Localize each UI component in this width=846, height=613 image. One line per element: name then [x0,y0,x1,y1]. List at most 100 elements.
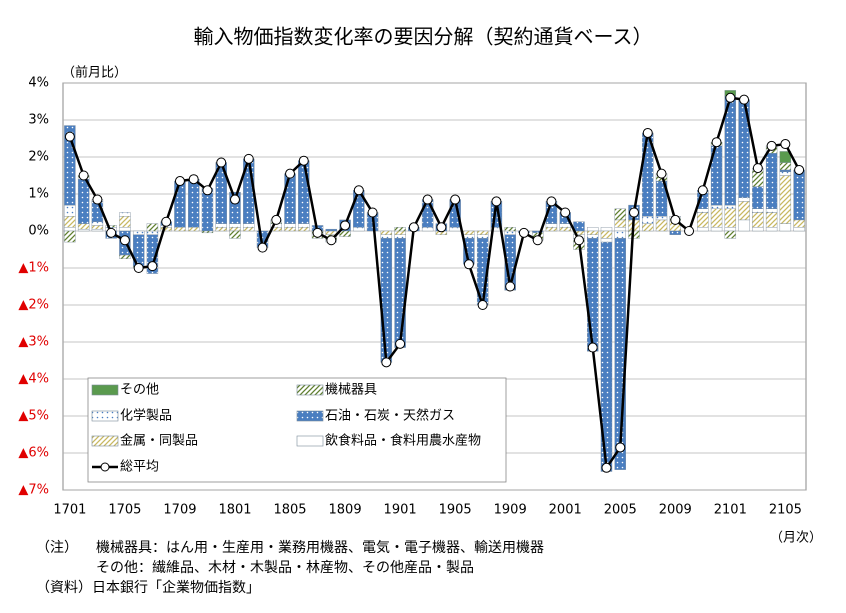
bar-segment [600,238,613,243]
bar-segment [476,234,489,239]
note: （資料）日本銀行「企業物価指数」 [36,579,260,596]
bar-segment [710,208,723,228]
bar-segment [655,219,668,232]
x-tick-label: 1705 [108,503,141,518]
legend-label: 機械器具 [325,383,377,398]
bar-segment [697,208,709,213]
x-tick-label: 1909 [494,503,527,518]
bar-segment [174,180,186,228]
x-tick-label: 1709 [163,503,196,518]
x-tick-label: 1905 [439,503,472,518]
total-marker [340,220,351,231]
total-marker [601,462,612,473]
bar-segment [765,208,778,213]
bar-segment [642,223,654,232]
x-tick-label: 2009 [659,503,692,518]
total-marker [133,263,144,273]
bar-segment [380,238,393,363]
bar-segment [752,212,764,228]
bar-segment [229,230,241,239]
total-marker [188,174,199,185]
bar-segment [779,223,792,232]
total-marker [546,196,557,207]
bar-segment [380,230,393,235]
total-marker [271,214,282,225]
bar-segment [243,227,255,232]
bar-segment [64,227,76,232]
x-tick-label: 1801 [218,503,251,518]
total-marker [684,226,695,236]
total-marker [119,235,130,246]
bar-segment [215,223,227,228]
total-marker [92,194,103,205]
bar-segment [380,234,393,239]
bar-segment [64,215,76,228]
y-tick-label: 0% [28,224,49,239]
bar-segment [284,227,296,232]
total-marker [436,222,447,233]
y-tick-label: ▲3% [18,335,49,350]
total-marker [573,235,584,246]
y-tick-label: ▲2% [18,298,49,313]
total-marker [147,261,158,272]
x-axis-label: （月次） [770,530,822,546]
bar-segment [573,221,585,232]
total-marker [257,242,268,253]
legend-label: 飲食料品・食料用農水産物 [325,433,481,449]
x-tick-label: 2001 [549,503,582,518]
bar-segment [146,223,159,232]
bar-segment [587,227,599,232]
total-marker [518,227,529,238]
bar-segment [119,227,131,232]
total-marker [312,227,323,238]
bar-segment [793,227,805,232]
bar-segment [174,227,186,232]
legend-label: 化学製品 [120,408,172,424]
legend-swatch [296,435,324,447]
total-marker [64,131,75,142]
bar-segment [394,230,406,235]
total-marker [216,157,227,168]
bar-segment [463,234,475,239]
total-marker [395,338,406,349]
bar-segment [738,219,750,232]
total-marker [381,357,392,368]
total-marker [505,281,516,292]
bar-segment [779,175,792,224]
bar-segment [738,197,750,202]
y-tick-label: ▲6% [18,446,49,461]
note: 機械器具：はん用・生産用・業務用機器、電気・電子機器、輸送用機器 [96,540,544,556]
total-marker [298,155,309,166]
bar-segment [132,230,145,235]
y-tick-label: ▲1% [18,261,49,276]
bar-segment [697,212,709,228]
total-marker [408,222,419,233]
bar-segment [394,227,406,232]
bar-segment [765,227,778,232]
bar-segment [77,223,90,230]
bar-segment [91,228,104,232]
bar-segment [215,227,227,232]
bar-segment [298,223,310,228]
bar-segment [587,234,599,239]
total-marker [560,207,571,218]
bar-segment [587,238,599,352]
bar-segment [394,234,406,239]
x-tick-label: 1809 [329,503,362,518]
total-marker [161,216,172,227]
bar-segment [614,227,626,232]
y-tick-label: 4% [28,76,49,91]
bar-segment [353,227,365,232]
bar-segment [119,212,131,217]
total-marker [477,300,488,310]
total-marker [766,140,777,151]
bar-segment [325,230,338,235]
x-tick-label: 1901 [384,503,417,518]
bar-segment [545,223,558,228]
bar-segment [752,227,764,232]
total-marker [367,207,378,218]
bar-segment [298,227,310,232]
total-marker [463,259,474,270]
bar-segment [394,238,406,348]
